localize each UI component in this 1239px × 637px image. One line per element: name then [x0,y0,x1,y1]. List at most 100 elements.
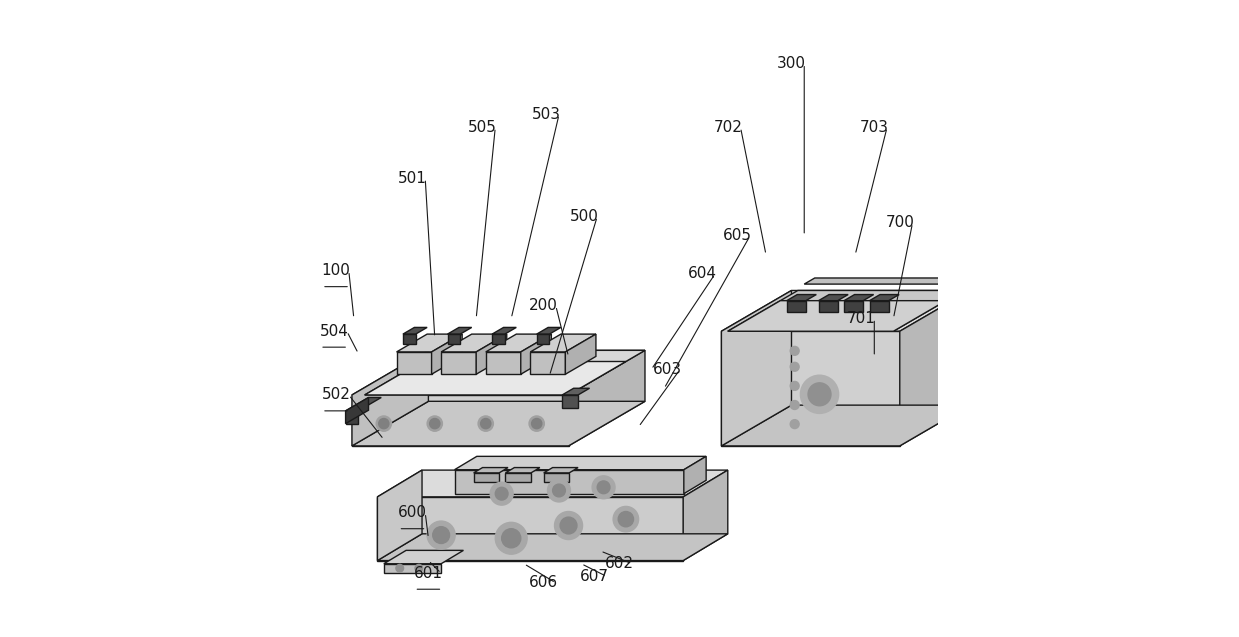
Text: 500: 500 [570,209,598,224]
Text: 300: 300 [777,56,807,71]
Circle shape [491,482,513,505]
Polygon shape [506,473,532,482]
Polygon shape [486,334,551,352]
Polygon shape [378,497,683,561]
Polygon shape [787,301,805,312]
Text: 505: 505 [468,120,497,135]
Polygon shape [506,468,540,473]
Polygon shape [441,334,507,352]
Polygon shape [476,334,507,375]
Polygon shape [721,405,970,446]
Polygon shape [536,327,561,334]
Polygon shape [431,334,462,375]
Circle shape [592,476,615,499]
Polygon shape [684,456,706,494]
Circle shape [553,484,565,497]
Polygon shape [819,301,838,312]
Text: 501: 501 [398,171,427,186]
Circle shape [427,521,455,549]
Circle shape [427,416,442,431]
Text: 605: 605 [722,228,752,243]
Circle shape [415,564,422,572]
Text: 200: 200 [529,298,558,313]
Polygon shape [384,550,463,564]
Polygon shape [396,334,462,352]
Polygon shape [455,456,706,469]
Polygon shape [520,334,551,375]
Text: 602: 602 [605,556,634,571]
Polygon shape [565,334,596,375]
Circle shape [481,419,491,429]
Circle shape [560,517,577,534]
Polygon shape [441,352,476,375]
Text: 703: 703 [860,120,888,135]
Polygon shape [721,290,970,331]
Polygon shape [544,468,579,473]
Polygon shape [346,397,368,424]
Polygon shape [870,294,900,301]
Polygon shape [352,401,646,446]
Circle shape [377,416,392,431]
Polygon shape [364,362,626,395]
Polygon shape [870,301,888,312]
Circle shape [800,375,839,413]
Text: 100: 100 [322,263,351,278]
Polygon shape [804,278,968,284]
Text: 606: 606 [529,575,558,590]
Polygon shape [721,290,792,446]
Polygon shape [727,301,945,331]
Circle shape [379,419,389,429]
Polygon shape [486,352,520,375]
Polygon shape [721,331,900,446]
Circle shape [555,512,582,540]
Polygon shape [492,334,504,344]
Polygon shape [473,468,508,473]
Polygon shape [378,470,422,561]
Circle shape [502,529,520,548]
Circle shape [532,419,541,429]
Polygon shape [447,327,472,334]
Polygon shape [447,334,460,344]
Polygon shape [378,470,727,497]
Polygon shape [346,397,382,411]
Text: 607: 607 [580,569,608,584]
Polygon shape [536,334,549,344]
Text: 701: 701 [847,311,876,326]
Circle shape [430,419,440,429]
Polygon shape [787,294,817,301]
Circle shape [396,564,404,572]
Polygon shape [844,301,864,312]
Circle shape [432,527,450,543]
Polygon shape [364,350,646,395]
Circle shape [618,512,633,527]
Circle shape [597,481,610,494]
Text: 601: 601 [414,566,442,581]
Polygon shape [563,395,579,408]
Polygon shape [378,534,727,561]
Polygon shape [683,470,727,561]
Polygon shape [473,473,499,482]
Polygon shape [544,473,569,482]
Polygon shape [403,327,427,334]
Polygon shape [569,350,646,446]
Circle shape [613,506,638,532]
Circle shape [790,420,799,429]
Polygon shape [900,290,970,446]
Polygon shape [384,564,441,573]
Circle shape [790,401,799,410]
Polygon shape [492,327,517,334]
Circle shape [496,522,527,554]
Text: 603: 603 [653,362,681,377]
Circle shape [529,416,544,431]
Polygon shape [530,334,596,352]
Polygon shape [819,294,849,301]
Polygon shape [563,389,590,395]
Polygon shape [403,334,415,344]
Circle shape [808,383,831,406]
Circle shape [790,382,799,390]
Text: 600: 600 [398,505,427,520]
Circle shape [790,362,799,371]
Text: 504: 504 [320,324,348,339]
Polygon shape [727,290,964,331]
Text: 702: 702 [714,120,742,135]
